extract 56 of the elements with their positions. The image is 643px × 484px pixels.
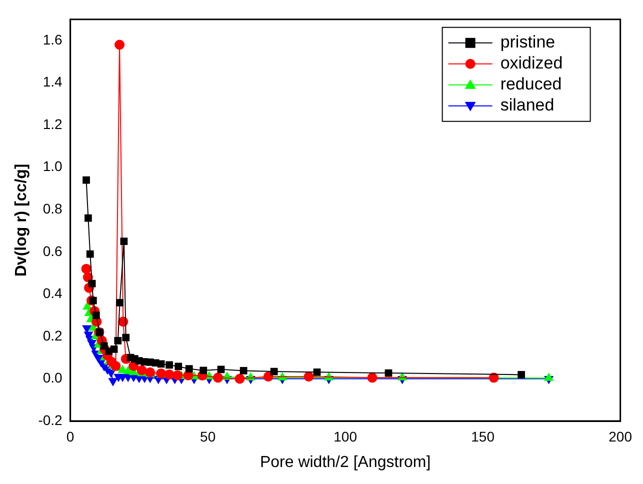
y-tick-label: 0.8 bbox=[42, 200, 63, 216]
legend-label: oxidized bbox=[500, 54, 563, 73]
point bbox=[172, 370, 183, 380]
point bbox=[92, 312, 100, 319]
y-tick-label: -0.2 bbox=[38, 412, 63, 428]
point bbox=[200, 366, 208, 374]
x-tick-label: 150 bbox=[471, 428, 495, 444]
x-tick-label: 100 bbox=[334, 428, 358, 444]
y-axis-title: Dv(log r) [cc/g] bbox=[13, 164, 30, 277]
y-tick-label: 0.2 bbox=[42, 327, 63, 344]
legend-label: pristine bbox=[500, 32, 556, 52]
x-tick-label: 0 bbox=[66, 428, 74, 444]
point bbox=[213, 372, 223, 383]
point bbox=[157, 360, 165, 368]
y-tick-label: 1.2 bbox=[42, 116, 63, 132]
point bbox=[313, 368, 321, 376]
point bbox=[86, 250, 94, 258]
y-tick-label: 0.6 bbox=[42, 242, 63, 259]
y-tick-label: 0.0 bbox=[42, 370, 63, 386]
point bbox=[110, 345, 118, 353]
point bbox=[120, 238, 128, 246]
point bbox=[234, 374, 245, 384]
point bbox=[174, 362, 182, 370]
point bbox=[166, 361, 174, 369]
point bbox=[81, 264, 92, 274]
point bbox=[185, 365, 193, 372]
legend-label: reduced bbox=[500, 74, 562, 94]
point bbox=[544, 373, 554, 381]
point bbox=[114, 40, 125, 50]
y-tick-label: 1.0 bbox=[42, 158, 63, 174]
point bbox=[367, 372, 378, 383]
point bbox=[82, 325, 92, 333]
x-tick-label: 50 bbox=[200, 428, 216, 444]
x-axis-title: Pore width/2 [Angstrom] bbox=[260, 454, 431, 471]
y-tick-label: 1.6 bbox=[42, 31, 63, 48]
y-tick-label: 1.4 bbox=[42, 74, 63, 90]
point bbox=[89, 296, 97, 304]
point bbox=[88, 280, 96, 288]
y-tick-label: 0.4 bbox=[42, 285, 63, 302]
x-tick-label: 200 bbox=[608, 428, 632, 444]
point bbox=[136, 365, 147, 376]
point bbox=[164, 370, 174, 380]
point bbox=[304, 372, 314, 382]
legend-label: silaned bbox=[500, 96, 554, 115]
point bbox=[217, 366, 225, 374]
point bbox=[114, 337, 122, 344]
point bbox=[116, 298, 124, 306]
point bbox=[270, 368, 278, 376]
point bbox=[108, 378, 118, 386]
point bbox=[518, 371, 526, 378]
point bbox=[263, 372, 274, 382]
point bbox=[82, 176, 90, 184]
point bbox=[240, 367, 248, 374]
point bbox=[122, 334, 130, 342]
point bbox=[384, 369, 392, 377]
point bbox=[84, 214, 92, 222]
